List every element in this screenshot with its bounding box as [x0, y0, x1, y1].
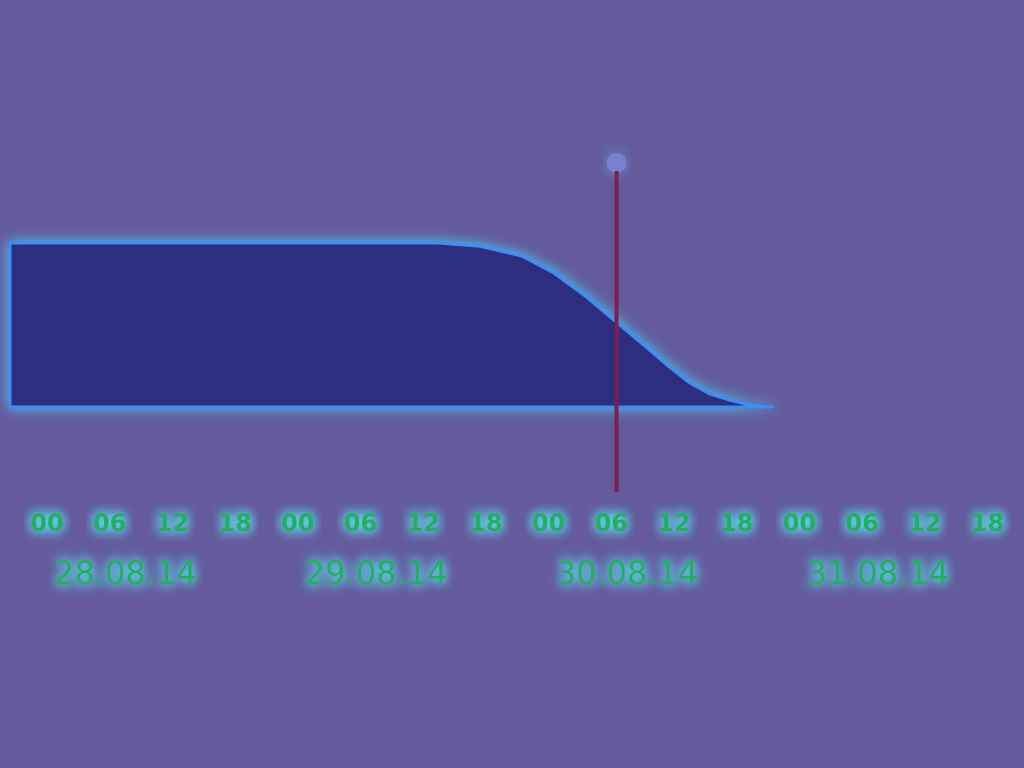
x-tick-label: 06 — [845, 509, 878, 537]
x-tick-label: 12 — [406, 509, 439, 537]
x-tick-label: 06 — [344, 509, 377, 537]
x-tick-label: 18 — [971, 509, 1004, 537]
x-tick-label: 18 — [720, 509, 753, 537]
area-series-0 — [8, 241, 774, 409]
marker-layer — [606, 153, 627, 492]
date-label: 28.08.14 — [54, 554, 197, 592]
x-tick-label: 12 — [908, 509, 941, 537]
date-label: 30.08.14 — [556, 554, 699, 592]
x-tick-label: 06 — [595, 509, 628, 537]
date-label: 31.08.14 — [807, 554, 950, 592]
x-tick-label: 18 — [469, 509, 502, 537]
x-tick-label: 12 — [156, 509, 189, 537]
x-tick-label: 00 — [281, 509, 314, 537]
marker-glow — [606, 153, 627, 173]
x-tick-label: 00 — [783, 509, 816, 537]
area-layer — [8, 241, 774, 409]
time-axis — [10, 464, 1016, 492]
x-tick-label: 12 — [657, 509, 690, 537]
x-tick-label: 06 — [93, 509, 126, 537]
x-tick-label: 00 — [30, 509, 63, 537]
x-tick-label: 00 — [532, 509, 565, 537]
date-label: 29.08.14 — [305, 554, 448, 592]
axis-labels: 00 06 12 18 00 06 12 18 00 06 12 18 00 06 12 18 28.08.14… — [30, 509, 1004, 592]
x-tick-label: 18 — [218, 509, 251, 537]
